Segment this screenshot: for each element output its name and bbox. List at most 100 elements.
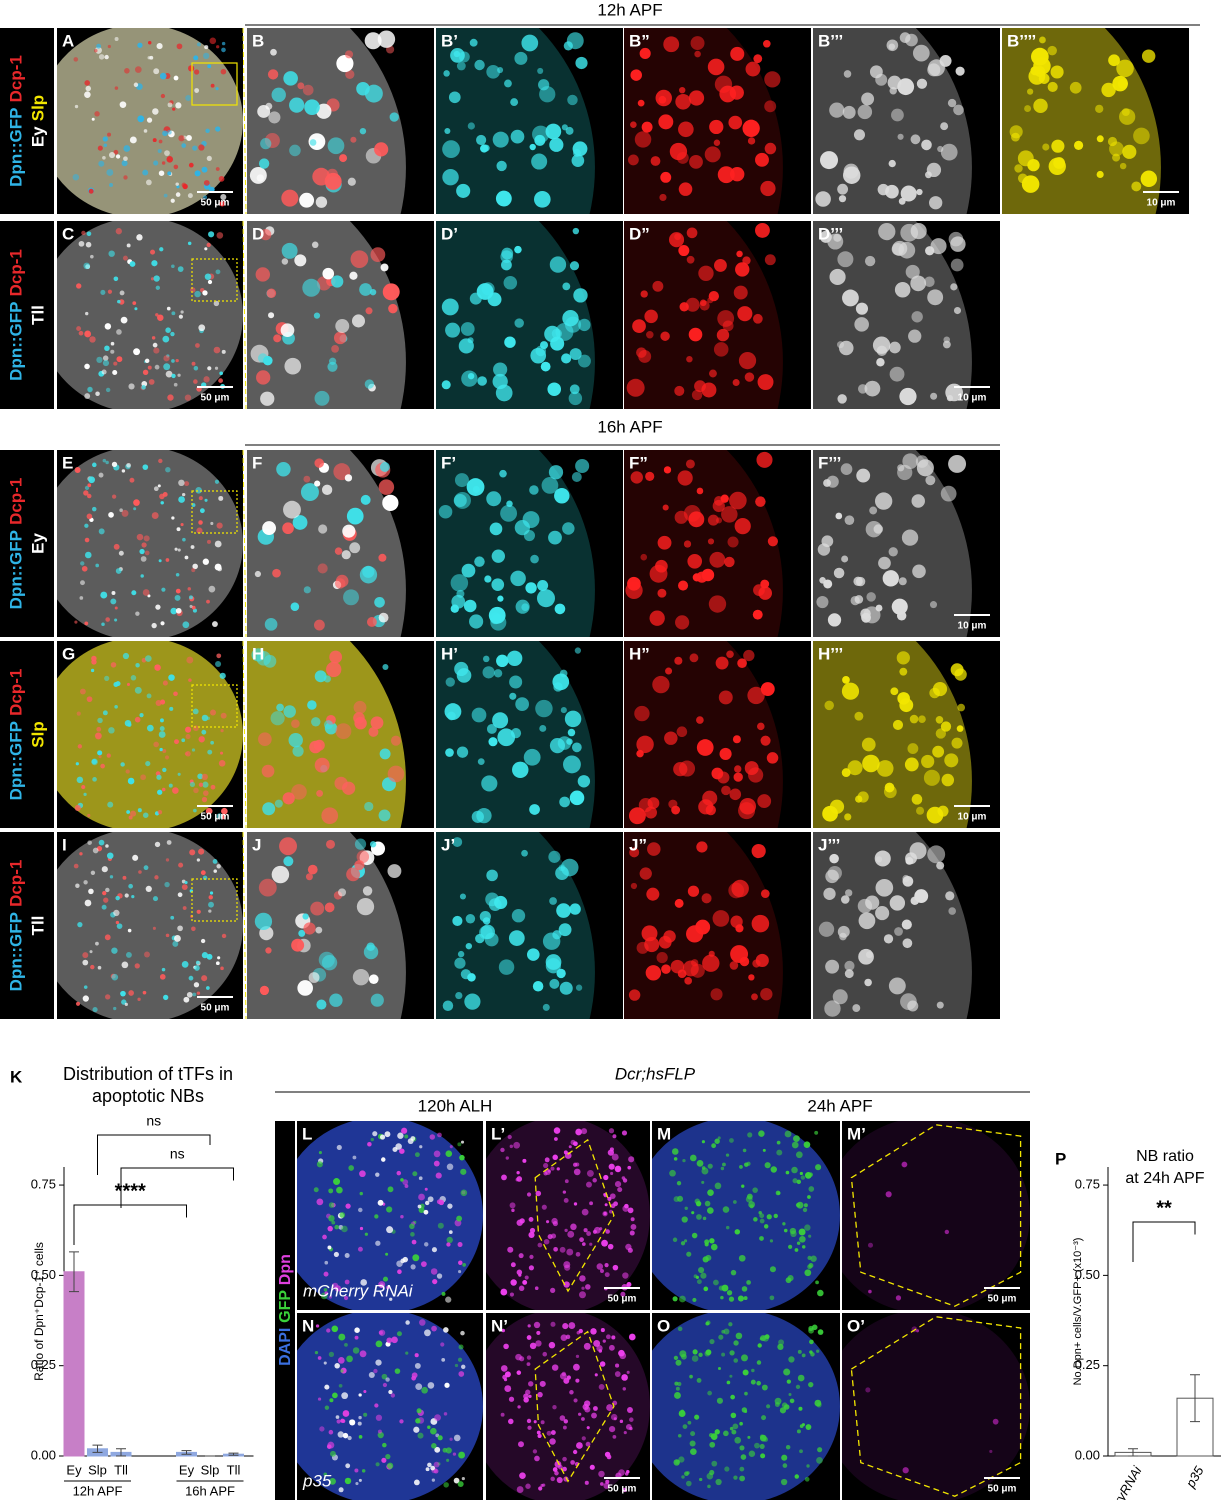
cell	[804, 1172, 812, 1179]
cell	[360, 494, 371, 505]
cell	[763, 1224, 769, 1229]
cell	[729, 788, 742, 801]
y-tick-label: 0.00	[1075, 1447, 1100, 1462]
cell	[102, 890, 107, 896]
cell	[316, 999, 327, 1010]
cell	[344, 1343, 348, 1347]
cell	[636, 749, 644, 758]
cell	[452, 1452, 457, 1456]
significance-label: ns	[170, 1146, 185, 1162]
cell	[163, 193, 168, 198]
cell	[630, 69, 642, 81]
cell	[98, 839, 105, 846]
cell	[418, 1193, 425, 1201]
cell	[889, 366, 905, 382]
cell	[143, 535, 150, 542]
cell	[714, 258, 727, 272]
cell	[157, 810, 163, 815]
cell	[861, 92, 875, 106]
cell	[1096, 170, 1104, 179]
cell	[337, 1357, 345, 1364]
cell	[899, 387, 917, 406]
cell	[122, 875, 127, 880]
cell	[265, 947, 272, 954]
cell	[308, 972, 320, 983]
cell	[714, 1138, 720, 1144]
micrograph	[624, 221, 811, 409]
cell	[326, 661, 342, 678]
cell	[808, 1327, 814, 1334]
cell	[759, 1218, 765, 1224]
cell	[523, 529, 536, 542]
cell	[121, 469, 126, 473]
cell	[207, 64, 212, 69]
cell	[443, 1482, 449, 1488]
cell	[151, 336, 156, 340]
cell	[133, 499, 140, 506]
cell	[701, 1180, 705, 1184]
cell	[174, 935, 181, 942]
cell	[385, 1377, 390, 1382]
micrograph	[813, 28, 1000, 214]
cell	[559, 796, 570, 808]
cell	[796, 1241, 801, 1245]
scale-label: 50 μm	[988, 1484, 1017, 1495]
cell	[556, 903, 571, 918]
cell	[310, 901, 325, 916]
cell	[733, 772, 743, 782]
cell	[440, 1342, 445, 1347]
cell	[441, 1358, 446, 1362]
cell	[316, 103, 332, 119]
cell	[323, 720, 333, 730]
cell	[449, 1145, 453, 1149]
cell	[104, 345, 110, 351]
zoom-box	[191, 684, 238, 728]
cell	[85, 241, 92, 248]
cell	[354, 1327, 360, 1333]
cell	[634, 705, 650, 722]
cell	[462, 1263, 466, 1267]
cell	[724, 1466, 730, 1472]
cell	[550, 1233, 557, 1239]
cell	[655, 89, 672, 107]
cell	[937, 805, 949, 817]
cell	[452, 837, 463, 847]
cell	[692, 1349, 698, 1355]
cell	[381, 1457, 387, 1463]
significance-label: ****	[115, 1180, 146, 1202]
cell	[640, 290, 648, 298]
cell	[802, 1207, 808, 1213]
cell	[488, 737, 498, 747]
cell	[909, 842, 927, 860]
cell	[386, 1206, 393, 1213]
cell	[431, 1325, 437, 1332]
cell	[559, 1372, 567, 1380]
cell	[547, 382, 562, 396]
cell	[379, 462, 390, 472]
cell	[801, 1353, 806, 1358]
cell	[1047, 81, 1058, 92]
cell	[603, 1174, 609, 1181]
cell	[342, 1432, 349, 1439]
cell	[876, 358, 885, 367]
cell	[137, 115, 145, 123]
cell	[725, 1225, 730, 1230]
cell	[491, 578, 505, 592]
cell	[283, 856, 294, 867]
cell	[760, 889, 770, 899]
cell	[84, 485, 90, 490]
cell	[122, 652, 130, 660]
cell	[123, 156, 128, 162]
cell	[926, 162, 942, 178]
cell	[691, 389, 703, 401]
cell	[939, 54, 952, 67]
cell	[153, 68, 160, 75]
cell	[560, 707, 567, 714]
cell	[1039, 36, 1046, 44]
cell	[443, 1412, 448, 1416]
cell	[707, 1484, 711, 1489]
cell	[688, 511, 705, 528]
cell	[521, 34, 539, 52]
cell	[368, 974, 379, 984]
